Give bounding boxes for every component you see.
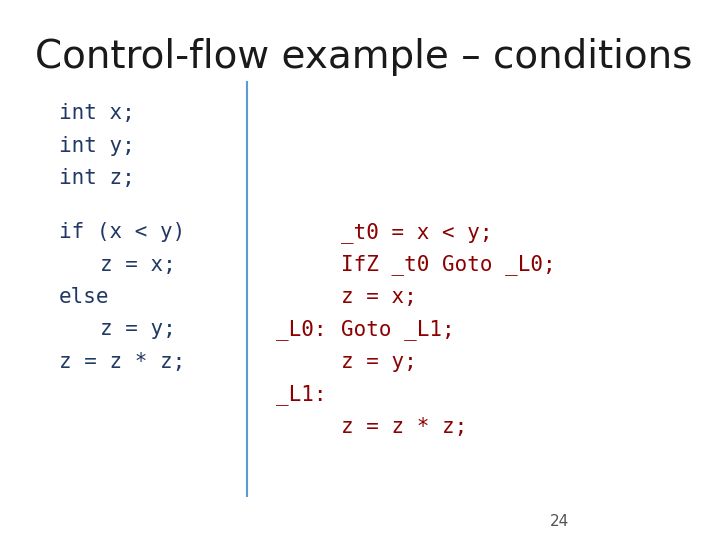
Text: z = x;: z = x; — [100, 254, 176, 275]
Text: int z;: int z; — [59, 168, 135, 188]
Text: 24: 24 — [550, 514, 570, 529]
Text: z = z * z;: z = z * z; — [59, 352, 185, 372]
Text: _L1:: _L1: — [276, 384, 326, 404]
Text: Control-flow example – conditions: Control-flow example – conditions — [35, 38, 693, 76]
Text: _t0 = x < y;: _t0 = x < y; — [341, 222, 492, 242]
Text: _L0:: _L0: — [276, 319, 326, 340]
Text: z = z * z;: z = z * z; — [341, 416, 467, 437]
Text: if (x < y): if (x < y) — [59, 222, 185, 242]
Text: IfZ _t0 Goto _L0;: IfZ _t0 Goto _L0; — [341, 254, 555, 275]
Text: z = y;: z = y; — [100, 319, 176, 340]
Text: int x;: int x; — [59, 103, 135, 124]
Text: Goto _L1;: Goto _L1; — [341, 319, 454, 340]
Text: else: else — [59, 287, 109, 307]
Text: z = x;: z = x; — [341, 287, 416, 307]
Text: z = y;: z = y; — [341, 352, 416, 372]
Text: int y;: int y; — [59, 136, 135, 156]
